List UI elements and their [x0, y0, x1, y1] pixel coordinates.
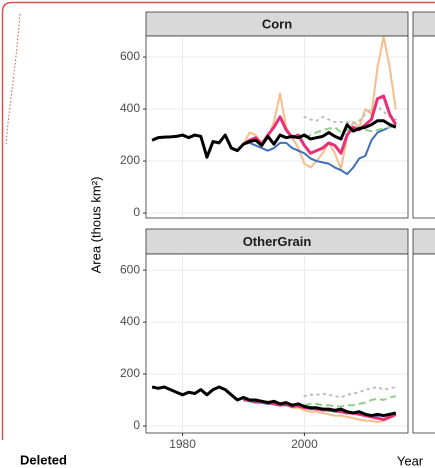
x-tick-label: 2000 [291, 437, 318, 451]
card-border [1, 1, 435, 440]
y-tick-label: 0 [133, 205, 140, 219]
facet-title: OtherGrain [243, 234, 312, 249]
x-tick-label: 1980 [169, 437, 196, 451]
y-tick-label: 0 [133, 418, 140, 432]
y-tick-label: 200 [120, 366, 140, 380]
facet-strip [412, 11, 435, 37]
series-line [151, 385, 397, 418]
facet-strip [145, 228, 409, 255]
facet-title: Corn [262, 16, 292, 31]
series-line [243, 123, 397, 176]
y-tick-label: 600 [120, 262, 140, 276]
x-axis-title: Year [397, 453, 424, 468]
panel-border [145, 35, 409, 219]
dotted-connector [5, 13, 21, 146]
series-line [304, 395, 397, 408]
y-tick-label: 400 [120, 314, 140, 328]
y-tick-label: 200 [120, 153, 140, 167]
series-line [242, 94, 398, 155]
facet-strip [412, 228, 435, 255]
series-line [303, 386, 397, 399]
facet-panel [412, 253, 435, 434]
y-axis-title: Area (thous km²) [88, 177, 103, 274]
status-label: Deleted [20, 452, 67, 467]
series-line [303, 105, 397, 125]
y-tick-label: 600 [120, 49, 140, 63]
panel-border [145, 253, 409, 434]
series-line [151, 119, 397, 159]
right-facets [412, 11, 435, 434]
plot-panel [146, 254, 408, 433]
y-tick-label: 400 [120, 101, 140, 115]
facet-panel [412, 35, 435, 219]
